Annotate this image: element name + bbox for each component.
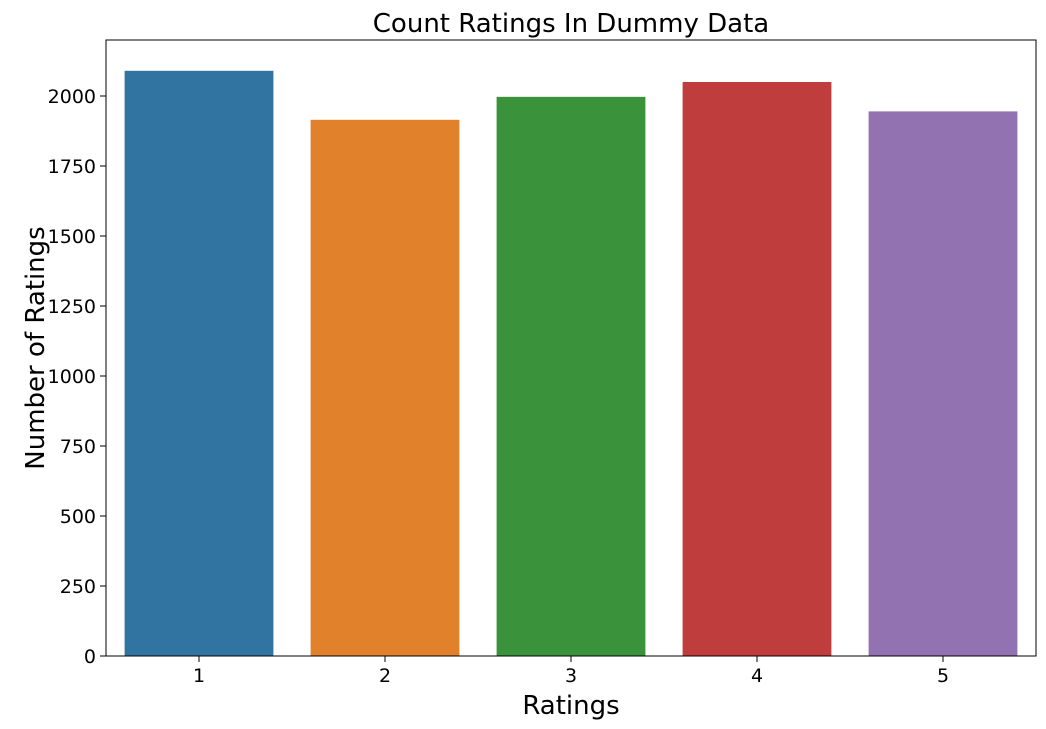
bar-rating-5 — [868, 111, 1018, 656]
y-axis-label: Number of Ratings — [21, 226, 51, 469]
bars-group — [124, 70, 1018, 657]
chart-title: Count Ratings In Dummy Data — [373, 9, 769, 39]
x-axis-label: Ratings — [522, 691, 619, 721]
x-tick-label: 2 — [379, 665, 391, 687]
x-tick-label: 5 — [937, 665, 949, 687]
y-tick-label: 0 — [84, 646, 96, 668]
y-axis-ticks: 0 250 500 750 1000 1250 1500 1750 2000 — [48, 86, 106, 668]
x-tick-label: 4 — [751, 665, 763, 687]
y-tick-label: 1750 — [48, 156, 96, 178]
y-tick-label: 750 — [60, 436, 96, 458]
y-tick-label: 250 — [60, 576, 96, 598]
y-tick-label: 1500 — [48, 226, 96, 248]
bar-rating-4 — [682, 82, 832, 656]
y-tick-label: 500 — [60, 506, 96, 528]
y-tick-label: 1250 — [48, 296, 96, 318]
y-tick-label: 2000 — [48, 86, 96, 108]
x-tick-label: 1 — [193, 665, 205, 687]
x-axis-ticks: 1 2 3 4 5 — [193, 656, 949, 687]
bar-rating-3 — [496, 96, 646, 657]
bar-rating-1 — [124, 70, 274, 657]
x-tick-label: 3 — [565, 665, 577, 687]
y-tick-label: 1000 — [48, 366, 96, 388]
bar-rating-2 — [310, 119, 460, 657]
plot-area-frame — [105, 39, 1037, 657]
